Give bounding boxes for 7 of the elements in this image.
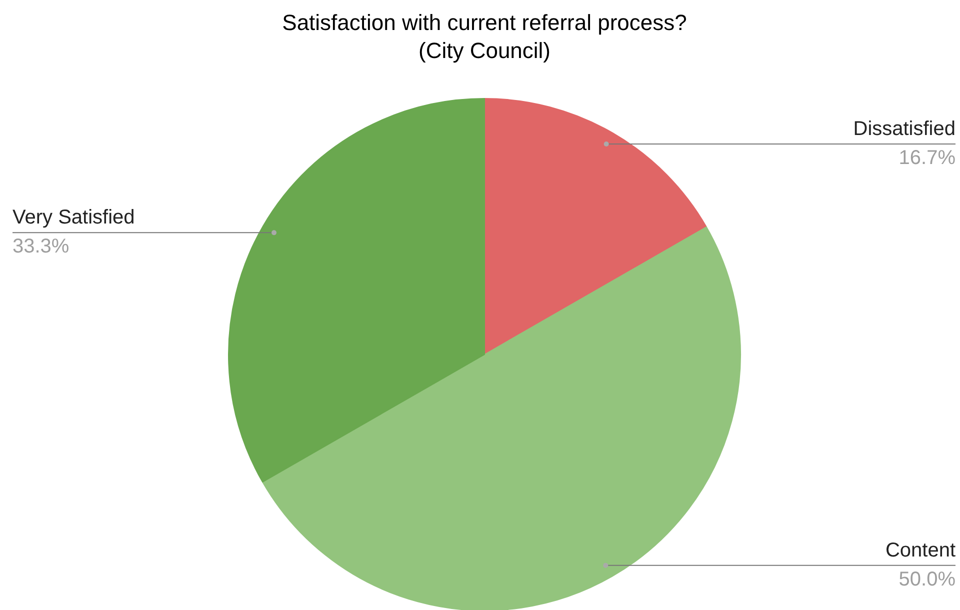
data-label: 16.7%: [898, 147, 956, 170]
slice-label: Content: [885, 539, 956, 562]
slice-label: Very Satisfied: [12, 206, 135, 229]
chart-title: Satisfaction with current referral process? (City Council): [282, 10, 687, 63]
data-label: 33.3%: [12, 236, 70, 258]
data-label: 50.0%: [898, 568, 956, 590]
slice-label: Dissatisfied: [853, 118, 956, 140]
